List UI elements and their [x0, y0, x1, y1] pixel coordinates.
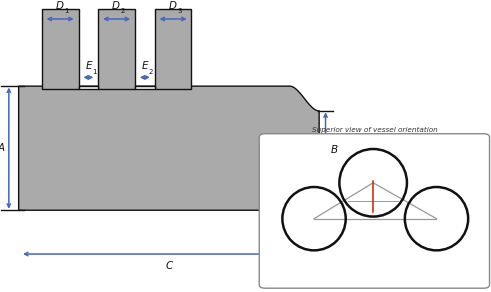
Text: Superior view of vessel orientation: Superior view of vessel orientation: [312, 127, 437, 133]
Text: 2: 2: [121, 8, 125, 14]
Text: 1: 1: [64, 8, 69, 14]
FancyBboxPatch shape: [259, 134, 490, 288]
Text: 3: 3: [177, 8, 182, 14]
Text: B: B: [330, 145, 337, 155]
Text: 2: 2: [149, 69, 153, 74]
Text: D: D: [168, 1, 177, 11]
Polygon shape: [79, 86, 98, 89]
Text: A: A: [0, 143, 5, 153]
Polygon shape: [155, 9, 191, 89]
Polygon shape: [42, 9, 79, 89]
Polygon shape: [135, 86, 155, 89]
Text: D: D: [55, 1, 63, 11]
Text: E: E: [85, 61, 92, 71]
Polygon shape: [98, 9, 135, 89]
Text: 1: 1: [92, 69, 97, 74]
Polygon shape: [19, 86, 319, 210]
Text: C: C: [165, 261, 172, 271]
Text: D: D: [112, 1, 120, 11]
Text: E: E: [142, 61, 148, 71]
